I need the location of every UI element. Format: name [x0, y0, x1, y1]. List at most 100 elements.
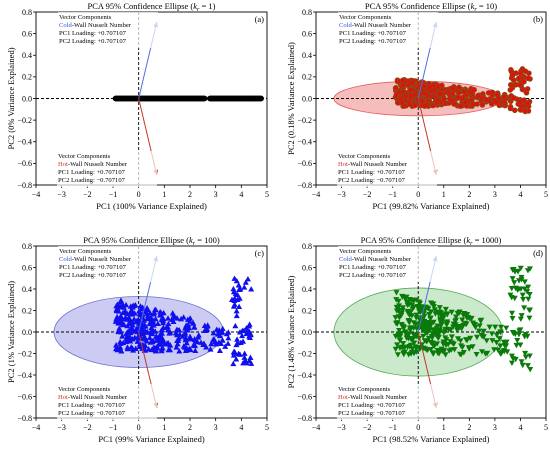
- data-point: [141, 323, 148, 329]
- data-point: [464, 337, 471, 344]
- data-point: [517, 70, 524, 77]
- data-point: [192, 338, 199, 344]
- data-point: [174, 337, 181, 344]
- data-point: [456, 84, 462, 91]
- x-tick-label: 4: [239, 423, 243, 432]
- data-point: [139, 325, 146, 332]
- legend-title: Vector Components: [59, 248, 112, 255]
- data-point: [525, 284, 532, 290]
- x-axis-label: PC1 (100% Variance Explained): [96, 201, 207, 211]
- data-point: [204, 322, 211, 328]
- y-tick-label: 0.8: [302, 8, 312, 17]
- y-tick-label: 0.4: [302, 285, 312, 294]
- data-point: [509, 276, 516, 282]
- data-point: [152, 306, 159, 313]
- x-axis-label: PC1 (98.52% Variance Explained): [373, 434, 490, 444]
- data-point: [443, 342, 450, 349]
- data-point: [170, 318, 177, 325]
- data-point: [240, 338, 247, 344]
- legend-name-prefix: Hot: [58, 161, 68, 168]
- y-tick-label: 0.8: [22, 242, 32, 251]
- data-point: [489, 338, 496, 344]
- plot-area: [36, 246, 267, 418]
- data-point: [526, 315, 533, 322]
- data-point: [430, 319, 437, 326]
- x-tick-label: 2: [467, 190, 471, 199]
- legend-title: Vector Components: [338, 153, 391, 160]
- title-k-val: = 1000): [473, 235, 502, 245]
- legend-name-prefix: Hot: [338, 161, 348, 168]
- y-tick-label: 0.2: [302, 73, 312, 82]
- data-point: [435, 335, 442, 342]
- data-point: [233, 307, 240, 314]
- data-point: [136, 308, 143, 314]
- data-point: [443, 311, 450, 317]
- y-axis-label: PC2 (1.48% Variance Explained): [286, 275, 296, 388]
- legend-vector-name: Cold-Wall Nusselt Number: [339, 256, 412, 263]
- data-point: [471, 322, 478, 328]
- legend-name-rest: -Wall Nusselt Number: [68, 161, 128, 168]
- data-point: [436, 91, 443, 97]
- data-point: [517, 265, 524, 272]
- data-point: [508, 295, 515, 301]
- legend-name-rest: -Wall Nusselt Number: [68, 394, 128, 401]
- data-point: [153, 333, 160, 339]
- data-point: [442, 326, 449, 333]
- x-tick-label: −4: [312, 423, 321, 432]
- data-point: [395, 298, 402, 305]
- data-point: [395, 305, 402, 311]
- y-axis-label: PC2 (0% Variance Explained): [6, 47, 16, 149]
- legend-name-rest: -Wall Nusselt Number: [348, 394, 408, 401]
- data-point: [497, 329, 504, 336]
- data-point: [399, 99, 405, 106]
- data-point: [477, 318, 484, 325]
- legend-vector-name: Cold-Wall Nusselt Number: [339, 22, 412, 29]
- data-point: [415, 306, 422, 312]
- data-point: [392, 346, 399, 353]
- data-point: [393, 85, 399, 91]
- title-text: PCA 95% Confidence Ellipse (: [87, 1, 193, 11]
- data-point: [448, 334, 455, 340]
- data-point: [428, 309, 435, 315]
- y-tick-label: −0.8: [297, 181, 312, 190]
- y-tick-label: −0.2: [297, 349, 312, 358]
- data-point: [524, 268, 531, 274]
- legend-pc2-loading: PC2 Loading: −0.707107: [58, 410, 126, 417]
- data-point: [115, 319, 122, 325]
- data-point: [117, 315, 124, 321]
- panel-label: (d): [533, 248, 543, 258]
- data-point: [117, 338, 124, 345]
- data-point: [430, 301, 437, 307]
- data-point: [431, 307, 438, 313]
- data-point: [134, 338, 141, 344]
- legend-pc1-loading: PC1 Loading: +0.707107: [338, 402, 406, 409]
- data-point: [447, 327, 454, 334]
- y-tick-label: 0.4: [22, 285, 32, 294]
- legend-name-prefix: Cold: [339, 22, 353, 29]
- data-point: [518, 313, 525, 319]
- data-point: [448, 309, 455, 316]
- data-point: [149, 327, 156, 334]
- data-point: [113, 342, 120, 348]
- data-point: [476, 323, 483, 329]
- plot-area: [316, 12, 546, 185]
- data-point: [160, 319, 167, 326]
- data-point: [400, 82, 406, 88]
- y-tick-label: 0.6: [22, 29, 32, 38]
- data-point: [527, 367, 534, 373]
- data-point: [185, 321, 192, 328]
- data-point: [497, 343, 504, 349]
- data-point: [165, 320, 172, 327]
- data-point: [412, 91, 419, 98]
- title-k-sub: r: [197, 7, 200, 13]
- data-point: [201, 95, 208, 102]
- data-point: [501, 343, 508, 349]
- data-point: [413, 315, 420, 321]
- x-tick-label: −2: [363, 190, 372, 199]
- data-point: [117, 298, 124, 305]
- x-tick-label: 5: [544, 423, 548, 432]
- data-point: [216, 332, 223, 339]
- data-point: [216, 347, 223, 353]
- data-point: [244, 275, 251, 282]
